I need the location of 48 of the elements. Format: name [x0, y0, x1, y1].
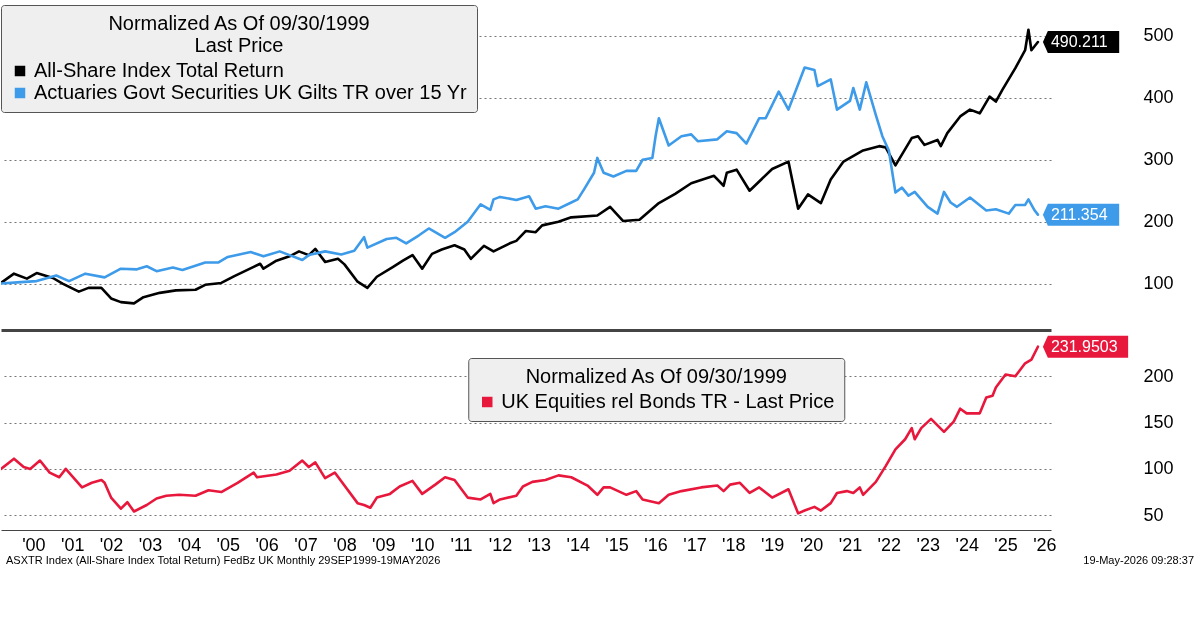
x-tick-label: '00 — [22, 534, 46, 555]
y-tick-label: 100 — [1143, 458, 1174, 479]
data-label: 231.9503 — [1050, 337, 1118, 355]
line-series — [1, 345, 1040, 515]
y-tick-label: 200 — [1143, 211, 1174, 232]
x-tick-label: '07 — [294, 534, 318, 555]
x-tick-label: '24 — [955, 534, 979, 555]
x-tick-label: '14 — [566, 534, 590, 555]
x-tick-label: '11 — [450, 534, 473, 555]
x-tick-label: '26 — [1033, 534, 1057, 555]
line-series — [1, 28, 1040, 305]
x-tick-label: '22 — [877, 534, 902, 555]
x-tick-label: '15 — [605, 534, 629, 555]
x-tick-label: '18 — [722, 534, 746, 555]
data-label: 490.211 — [1050, 33, 1108, 51]
text: ASXTR Index (All-Share Index Total Return) FedBz UK Monthly 29SEP1999-19MAY2026 — [6, 554, 441, 566]
x-tick-label: '03 — [138, 534, 163, 555]
x-tick-label: '10 — [410, 534, 435, 555]
text: 19-May-2026 09:28:37 — [1083, 554, 1194, 566]
legend-label: Actuaries Govt Securities UK Gilts TR over 15 Yr — [34, 81, 468, 103]
x-tick-label: '09 — [372, 534, 396, 555]
x-tick-label: '01 — [60, 534, 85, 555]
x-tick-label: '23 — [916, 534, 940, 555]
y-tick-label: 400 — [1143, 87, 1174, 108]
legend-title: Normalized As Of 09/30/1999 — [525, 365, 787, 387]
x-tick-label: '19 — [760, 534, 785, 555]
x-tick-label: '02 — [99, 534, 124, 555]
y-tick-label: 500 — [1143, 25, 1174, 46]
legend-label: UK Equities rel Bonds TR - Last Price — [501, 390, 835, 412]
legend-label: All-Share Index Total Return — [34, 59, 284, 81]
x-tick-label: '05 — [216, 534, 241, 555]
x-tick-label: '25 — [994, 534, 1018, 555]
x-tick-label: '08 — [333, 534, 357, 555]
y-tick-label: 150 — [1143, 412, 1174, 433]
y-tick-label: 300 — [1143, 149, 1174, 170]
legend-title: Normalized As Of 09/30/1999 Last Price — [108, 12, 370, 56]
x-tick-label: '12 — [488, 534, 513, 555]
x-tick-label: '17 — [683, 534, 707, 555]
x-tick-label: '21 — [838, 534, 863, 555]
x-tick-label: '13 — [527, 534, 552, 555]
x-tick-label: '16 — [644, 534, 668, 555]
y-tick-label: 200 — [1143, 365, 1174, 386]
x-tick-label: '04 — [177, 534, 202, 555]
y-tick-label: 100 — [1143, 273, 1174, 294]
data-label: 211.354 — [1050, 205, 1108, 223]
y-tick-label: 50 — [1143, 504, 1164, 525]
x-tick-label: '06 — [255, 534, 279, 555]
x-tick-label: '20 — [799, 534, 824, 555]
